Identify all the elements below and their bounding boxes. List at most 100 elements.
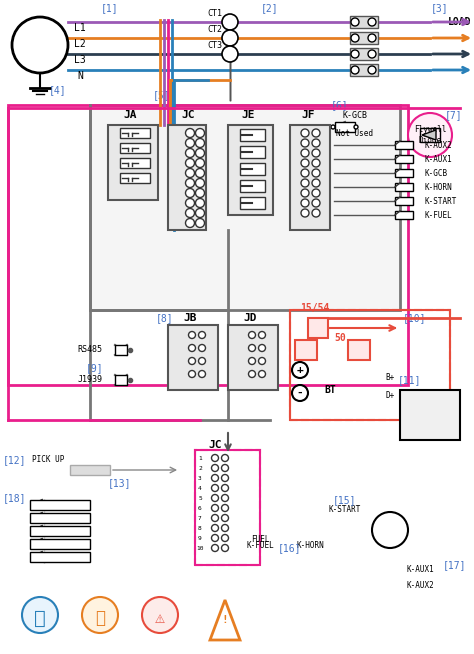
Text: 1: 1: [198, 455, 202, 460]
Circle shape: [221, 534, 228, 542]
Circle shape: [221, 455, 228, 462]
Circle shape: [312, 169, 320, 177]
Circle shape: [82, 597, 118, 633]
Text: JA: JA: [123, 110, 137, 120]
Text: BT: BT: [324, 385, 336, 395]
Bar: [240, 180, 265, 192]
Text: 2: 2: [291, 141, 295, 145]
Circle shape: [221, 485, 228, 492]
Bar: [8, 105, 408, 385]
Circle shape: [248, 332, 255, 339]
Text: [6]: [6]: [331, 100, 349, 110]
Text: 9: 9: [198, 536, 202, 540]
Text: LOAD: LOAD: [448, 17, 472, 27]
Circle shape: [301, 209, 309, 217]
Text: 4: 4: [241, 371, 245, 377]
Text: L3: L3: [74, 55, 86, 65]
Text: [3]: [3]: [431, 3, 449, 13]
Circle shape: [221, 515, 228, 521]
Circle shape: [195, 169, 204, 177]
Circle shape: [351, 66, 359, 74]
Circle shape: [195, 158, 204, 167]
Bar: [240, 197, 265, 209]
Bar: [395, 183, 413, 191]
Circle shape: [312, 209, 320, 217]
Text: -: -: [297, 388, 303, 398]
Bar: [420, 128, 440, 142]
Circle shape: [211, 525, 219, 532]
Circle shape: [185, 218, 194, 228]
Text: [10]: [10]: [403, 313, 427, 323]
Circle shape: [211, 475, 219, 481]
Text: L2: L2: [74, 39, 86, 49]
Text: D>: D>: [313, 324, 323, 332]
Text: 10: 10: [168, 220, 176, 226]
Text: 5: 5: [170, 171, 174, 175]
Text: G: G: [231, 332, 235, 338]
Text: G: G: [171, 332, 175, 338]
Text: +: +: [406, 390, 414, 404]
Text: 5: 5: [231, 200, 235, 206]
Text: 3: 3: [170, 150, 174, 156]
Text: N: N: [77, 71, 83, 81]
Circle shape: [221, 545, 228, 551]
Circle shape: [408, 113, 452, 157]
Bar: [115, 375, 127, 385]
Text: [9]: [9]: [86, 363, 104, 373]
Text: 3: 3: [241, 358, 245, 364]
Circle shape: [368, 18, 376, 26]
Bar: [290, 310, 450, 420]
Circle shape: [292, 362, 308, 378]
Circle shape: [368, 34, 376, 42]
Text: FUEL: FUEL: [251, 536, 269, 545]
Circle shape: [248, 345, 255, 351]
Text: 1: 1: [241, 332, 245, 337]
Circle shape: [292, 385, 308, 401]
Bar: [240, 129, 265, 141]
Text: +: +: [297, 365, 303, 375]
Circle shape: [12, 17, 68, 73]
Bar: [395, 141, 413, 149]
Circle shape: [211, 534, 219, 542]
Text: !: !: [222, 615, 228, 625]
Bar: [115, 345, 127, 355]
Circle shape: [312, 149, 320, 157]
Text: CT1: CT1: [208, 10, 222, 18]
Text: K-START: K-START: [329, 506, 361, 515]
Text: K-AUX2: K-AUX2: [406, 581, 434, 589]
Bar: [395, 169, 413, 177]
Circle shape: [372, 512, 408, 548]
Text: JB: JB: [183, 313, 197, 323]
Bar: [400, 390, 460, 440]
Text: J1939: J1939: [78, 375, 102, 385]
Bar: [30, 539, 90, 549]
Circle shape: [301, 159, 309, 167]
Circle shape: [312, 179, 320, 187]
Text: 5: 5: [291, 171, 295, 175]
Text: K-FUEL: K-FUEL: [425, 211, 453, 220]
Bar: [395, 211, 413, 219]
Bar: [30, 552, 90, 562]
Text: [7]: [7]: [445, 110, 463, 120]
Text: Flywell
Diode: Flywell Diode: [414, 126, 446, 145]
Bar: [228, 325, 278, 390]
Text: 4: 4: [181, 371, 185, 377]
Text: 3: 3: [181, 358, 185, 364]
Circle shape: [211, 455, 219, 462]
Text: JD: JD: [243, 313, 257, 323]
Bar: [348, 340, 370, 360]
Text: 4: 4: [198, 485, 202, 490]
Text: [17]: [17]: [443, 560, 467, 570]
Text: T: T: [231, 371, 235, 377]
Circle shape: [195, 209, 204, 218]
Text: JE: JE: [241, 110, 255, 120]
Circle shape: [185, 139, 194, 148]
Text: 1: 1: [181, 332, 185, 337]
Text: [12]: [12]: [3, 455, 27, 465]
Circle shape: [368, 50, 376, 58]
Text: 30
BT: 30 BT: [301, 340, 310, 360]
Text: L1: L1: [74, 23, 86, 33]
Text: A: A: [171, 358, 175, 364]
Bar: [120, 158, 150, 168]
Text: D+: D+: [385, 390, 395, 400]
